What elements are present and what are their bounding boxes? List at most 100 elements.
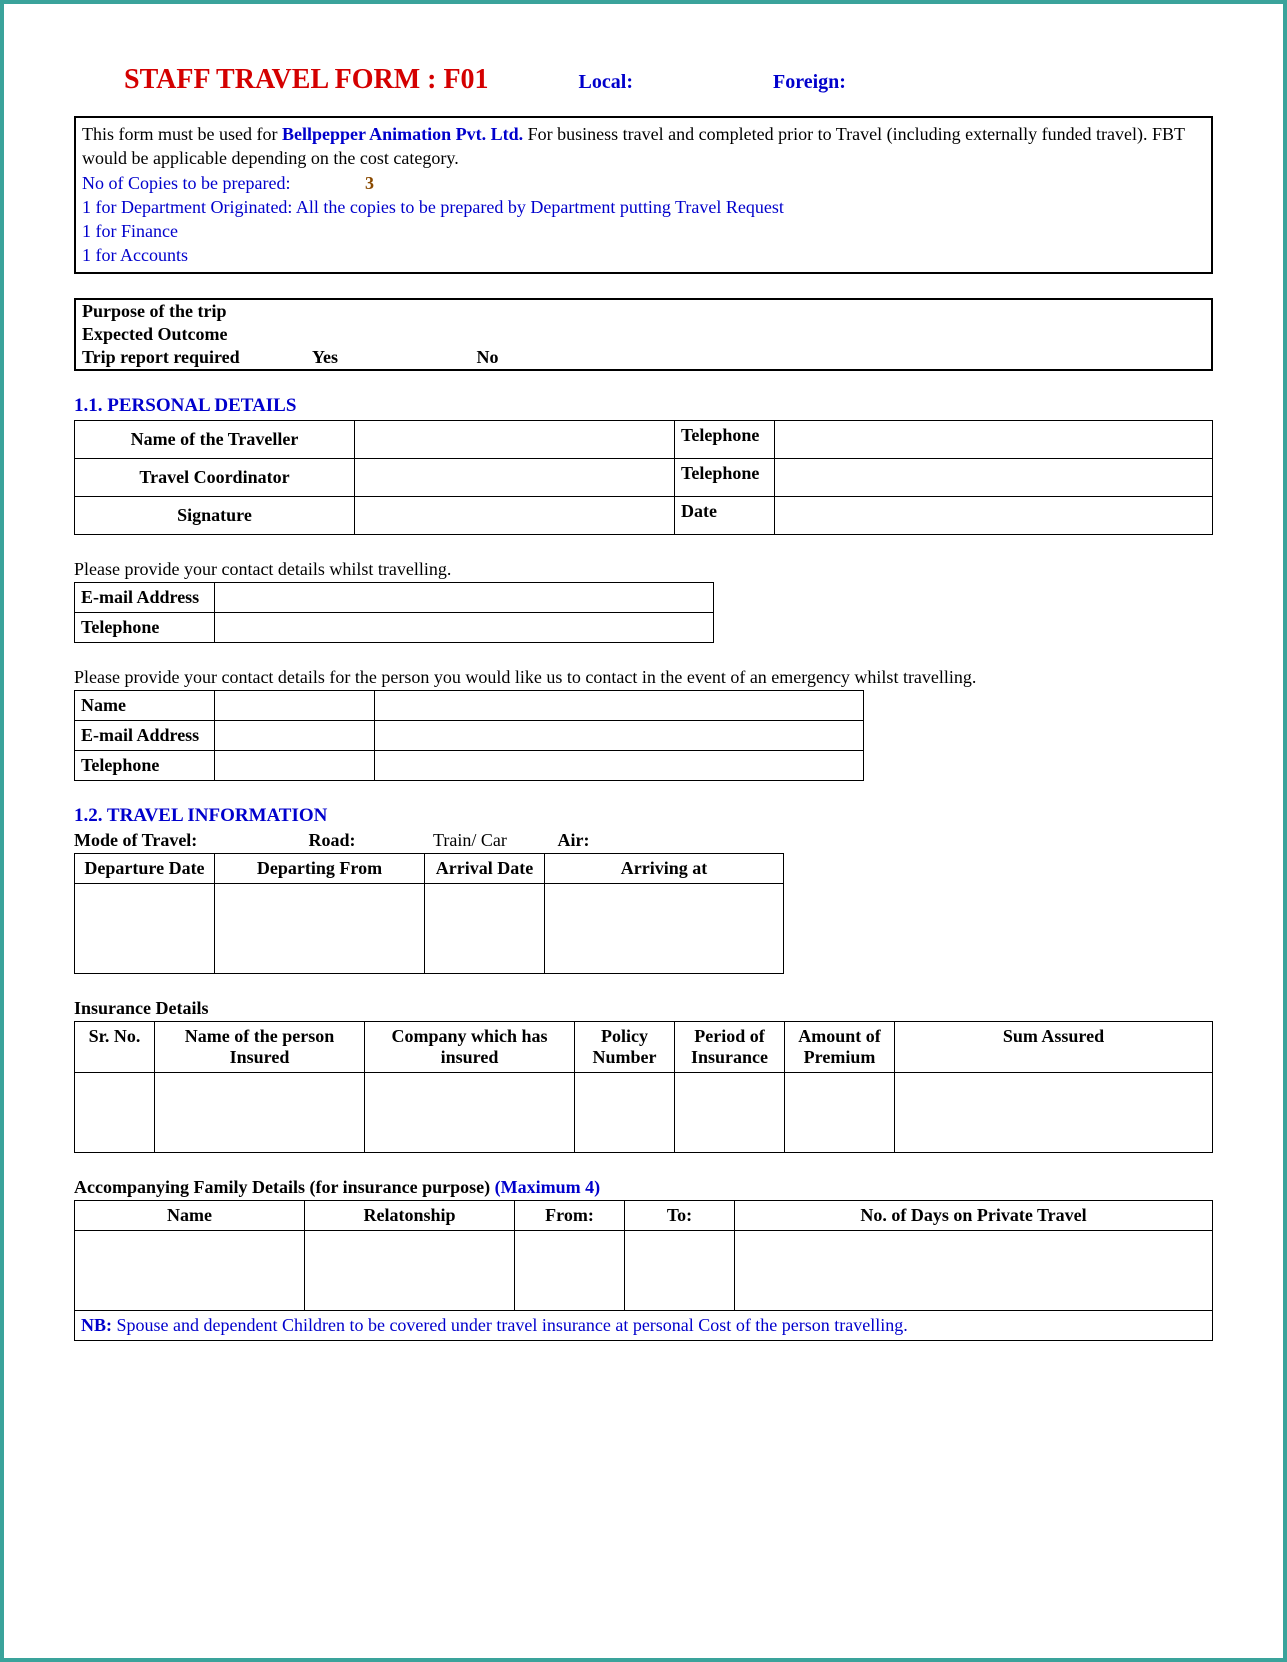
pd-row1-right: Telephone <box>675 458 775 496</box>
ins-r-3[interactable] <box>575 1072 675 1152</box>
ins-h2: Company which has insured <box>365 1021 575 1072</box>
purpose-label: Purpose of the trip <box>76 300 306 323</box>
fam-r-4[interactable] <box>735 1230 1213 1310</box>
pd-row2-right: Date <box>675 496 775 534</box>
pd-row0-left: Name of the Traveller <box>75 420 355 458</box>
trip-box: Purpose of the trip Expected Outcome Tri… <box>74 298 1213 371</box>
fam-r-1[interactable] <box>305 1230 515 1310</box>
em-row1-v2[interactable] <box>375 720 864 750</box>
company-name: Bellpepper Animation Pvt. Ltd. <box>282 124 523 144</box>
itin-r-0[interactable] <box>75 883 215 973</box>
no-label: No <box>477 347 499 367</box>
pd-row2-leftval[interactable] <box>355 496 675 534</box>
itin-h2: Arrival Date <box>425 853 545 883</box>
mode-train: Train/ Car <box>433 830 553 851</box>
local-label: Local: <box>579 71 633 94</box>
nb-row: NB: Spouse and dependent Children to be … <box>75 1310 1213 1340</box>
fam-h1: Relatonship <box>305 1200 515 1230</box>
itin-h0: Departure Date <box>75 853 215 883</box>
contact-row1: Telephone <box>75 612 215 642</box>
fam-h3: To: <box>625 1200 735 1230</box>
pd-row2-left: Signature <box>75 496 355 534</box>
contact-row1-val[interactable] <box>215 612 714 642</box>
ins-r-4[interactable] <box>675 1072 785 1152</box>
ins-h5: Amount of Premium <box>785 1021 895 1072</box>
ins-r-0[interactable] <box>75 1072 155 1152</box>
document-frame: STAFF TRAVEL FORM : F01 Local: Foreign: … <box>0 0 1287 1662</box>
fam-h0: Name <box>75 1200 305 1230</box>
ins-h1: Name of the person Insured <box>155 1021 365 1072</box>
contact-row0: E-mail Address <box>75 582 215 612</box>
insurance-heading: Insurance Details <box>74 998 1213 1019</box>
mode-air: Air: <box>558 830 590 850</box>
fam-h4: No. of Days on Private Travel <box>735 1200 1213 1230</box>
copies-value: 3 <box>365 173 374 193</box>
ins-r-6[interactable] <box>895 1072 1213 1152</box>
mode-road: Road: <box>309 830 429 851</box>
info-box: This form must be used for Bellpepper An… <box>74 116 1213 274</box>
personal-details-table: Name of the Traveller Telephone Travel C… <box>74 420 1213 535</box>
info-line1-prefix: This form must be used for <box>82 124 282 144</box>
foreign-label: Foreign: <box>773 71 846 94</box>
em-row0: Name <box>75 690 215 720</box>
pd-row0-rightval[interactable] <box>775 420 1213 458</box>
emergency-note: Please provide your contact details for … <box>74 667 1213 688</box>
report-options: Yes No <box>306 346 1211 369</box>
pd-row1-rightval[interactable] <box>775 458 1213 496</box>
emergency-table: Name E-mail Address Telephone <box>74 690 864 781</box>
fam-r-3[interactable] <box>625 1230 735 1310</box>
outcome-label: Expected Outcome <box>76 323 306 346</box>
em-row2-v2[interactable] <box>375 750 864 780</box>
yes-label: Yes <box>312 347 472 368</box>
mode-label: Mode of Travel: <box>74 830 304 851</box>
itin-r-2[interactable] <box>425 883 545 973</box>
pd-row1-leftval[interactable] <box>355 458 675 496</box>
ins-h0: Sr. No. <box>75 1021 155 1072</box>
pd-row1-left: Travel Coordinator <box>75 458 355 496</box>
em-row2: Telephone <box>75 750 215 780</box>
pd-row0-right: Telephone <box>675 420 775 458</box>
em-row1: E-mail Address <box>75 720 215 750</box>
em-row0-v1[interactable] <box>215 690 375 720</box>
itin-h3: Arriving at <box>545 853 784 883</box>
family-table: Name Relatonship From: To: No. of Days o… <box>74 1200 1213 1341</box>
em-row1-v1[interactable] <box>215 720 375 750</box>
fam-r-0[interactable] <box>75 1230 305 1310</box>
fam-h2: From: <box>515 1200 625 1230</box>
contact-row0-val[interactable] <box>215 582 714 612</box>
copies-line: No of Copies to be prepared: 3 <box>82 171 1205 195</box>
dept-line: 1 for Department Originated: All the cop… <box>82 195 1205 219</box>
pd-row0-leftval[interactable] <box>355 420 675 458</box>
section-travel-heading: 1.2. TRAVEL INFORMATION <box>74 805 1213 827</box>
contact-note: Please provide your contact details whil… <box>74 559 1213 580</box>
ins-r-1[interactable] <box>155 1072 365 1152</box>
ins-h6: Sum Assured <box>895 1021 1213 1072</box>
finance-line: 1 for Finance <box>82 219 1205 243</box>
ins-r-5[interactable] <box>785 1072 895 1152</box>
itinerary-table: Departure Date Departing From Arrival Da… <box>74 853 784 974</box>
ins-h4: Period of Insurance <box>675 1021 785 1072</box>
family-heading-prefix: Accompanying Family Details (for insuran… <box>74 1177 495 1197</box>
family-heading: Accompanying Family Details (for insuran… <box>74 1177 1213 1198</box>
mode-of-travel-row: Mode of Travel: Road: Train/ Car Air: <box>74 830 1213 851</box>
accounts-line: 1 for Accounts <box>82 243 1205 267</box>
nb-prefix: NB: <box>81 1315 112 1335</box>
itin-r-1[interactable] <box>215 883 425 973</box>
itin-r-3[interactable] <box>545 883 784 973</box>
form-title: STAFF TRAVEL FORM : F01 <box>124 64 489 96</box>
family-heading-max: (Maximum 4) <box>495 1177 600 1197</box>
section-personal-heading: 1.1. PERSONAL DETAILS <box>74 395 1213 417</box>
itin-h1: Departing From <box>215 853 425 883</box>
fam-r-2[interactable] <box>515 1230 625 1310</box>
report-label: Trip report required <box>76 346 306 369</box>
title-row: STAFF TRAVEL FORM : F01 Local: Foreign: <box>124 64 1213 96</box>
pd-row2-rightval[interactable] <box>775 496 1213 534</box>
em-row0-v2[interactable] <box>375 690 864 720</box>
ins-h3: Policy Number <box>575 1021 675 1072</box>
info-line1: This form must be used for Bellpepper An… <box>82 122 1205 171</box>
ins-r-2[interactable] <box>365 1072 575 1152</box>
nb-text: Spouse and dependent Children to be cove… <box>112 1315 908 1335</box>
copies-label: No of Copies to be prepared: <box>82 173 290 193</box>
contact-table: E-mail Address Telephone <box>74 582 714 643</box>
em-row2-v1[interactable] <box>215 750 375 780</box>
